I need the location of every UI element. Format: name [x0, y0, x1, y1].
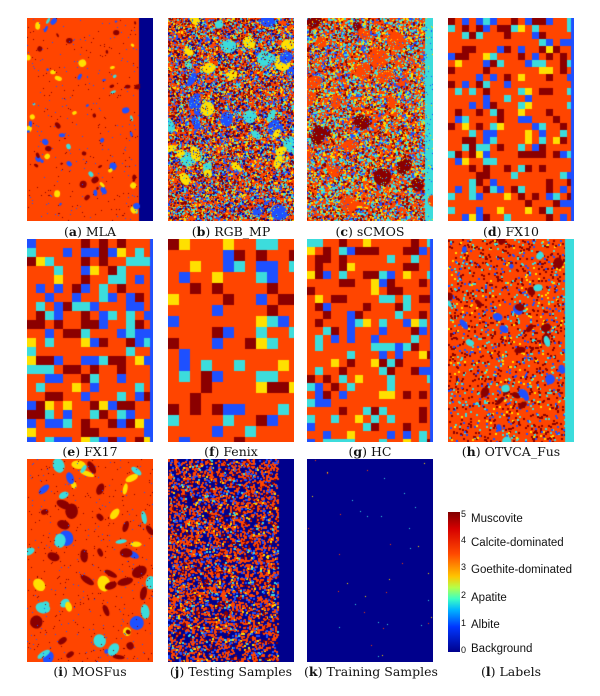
caption-k: (k) Training Samples — [296, 664, 446, 679]
legend-muscovite: Muscovite — [471, 513, 523, 525]
classification-map — [168, 459, 294, 662]
panel-j-testing-samples — [168, 459, 294, 662]
classification-map — [448, 18, 574, 221]
tick-5: 5 — [461, 509, 466, 519]
caption-g: (g) HC — [307, 444, 433, 459]
panel-i-mosfus — [27, 459, 153, 662]
panel-a-mla — [27, 18, 153, 221]
caption-f: (f) Fenix — [168, 444, 294, 459]
panel-h-otvca-fus — [448, 239, 574, 442]
classification-map — [448, 239, 574, 442]
labels-legend: 5 4 3 2 1 0 Muscovite Calcite-dominated … — [448, 512, 598, 657]
caption-c: (c) sCMOS — [307, 224, 433, 239]
tick-0: 0 — [461, 645, 466, 655]
panel-k-training-samples — [307, 459, 433, 662]
tick-2: 2 — [461, 590, 466, 600]
tick-4: 4 — [461, 535, 466, 545]
caption-e: (e) FX17 — [27, 444, 153, 459]
caption-i: (i) MOSFus — [27, 664, 153, 679]
legend-apatite: Apatite — [471, 592, 507, 604]
panel-g-hc — [307, 239, 433, 442]
classification-map — [307, 459, 433, 662]
panel-d-fx10 — [448, 18, 574, 221]
legend-calcite-dominated: Calcite-dominated — [471, 537, 564, 549]
caption-a: (a) MLA — [27, 224, 153, 239]
caption-d: (d) FX10 — [448, 224, 574, 239]
panel-b-rgb-mp — [168, 18, 294, 221]
classification-map — [27, 239, 153, 442]
legend-goethite-dominated: Goethite-dominated — [471, 564, 572, 576]
legend-background: Background — [471, 643, 532, 655]
caption-j: (j) Testing Samples — [155, 664, 307, 679]
classification-map — [168, 239, 294, 442]
classification-map — [307, 18, 433, 221]
classification-map — [27, 18, 153, 221]
classification-map — [27, 459, 153, 662]
panel-f-fenix — [168, 239, 294, 442]
caption-l: (l) Labels — [448, 664, 574, 679]
caption-h: (h) OTVCA_Fus — [440, 444, 582, 459]
colorbar — [448, 512, 460, 652]
caption-b: (b) RGB_MP — [168, 224, 294, 239]
tick-3: 3 — [461, 562, 466, 572]
panel-e-fx17 — [27, 239, 153, 442]
classification-map — [307, 239, 433, 442]
legend-albite: Albite — [471, 619, 500, 631]
tick-1: 1 — [461, 618, 466, 628]
panel-c-scmos — [307, 18, 433, 221]
classification-map — [168, 18, 294, 221]
